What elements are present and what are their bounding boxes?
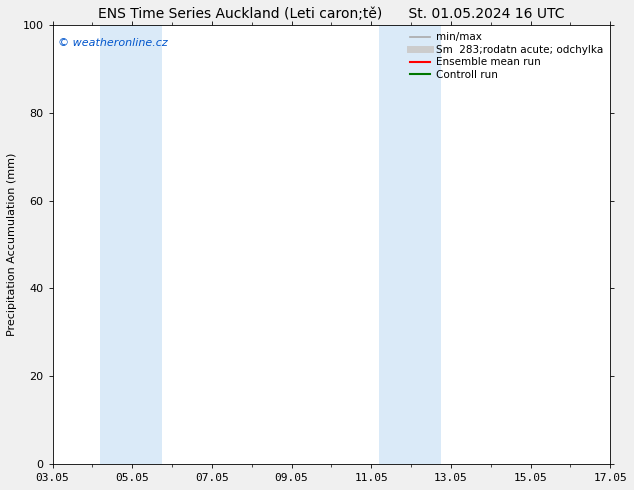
Bar <box>100 25 162 464</box>
Legend: min/max, Sm  283;rodatn acute; odchylka, Ensemble mean run, Controll run: min/max, Sm 283;rodatn acute; odchylka, … <box>408 30 605 82</box>
Text: © weatheronline.cz: © weatheronline.cz <box>58 38 168 48</box>
Title: ENS Time Series Auckland (Leti caron;tě)      St. 01.05.2024 16 UTC: ENS Time Series Auckland (Leti caron;tě)… <box>98 7 565 21</box>
Bar <box>379 25 441 464</box>
Y-axis label: Precipitation Accumulation (mm): Precipitation Accumulation (mm) <box>7 153 17 336</box>
